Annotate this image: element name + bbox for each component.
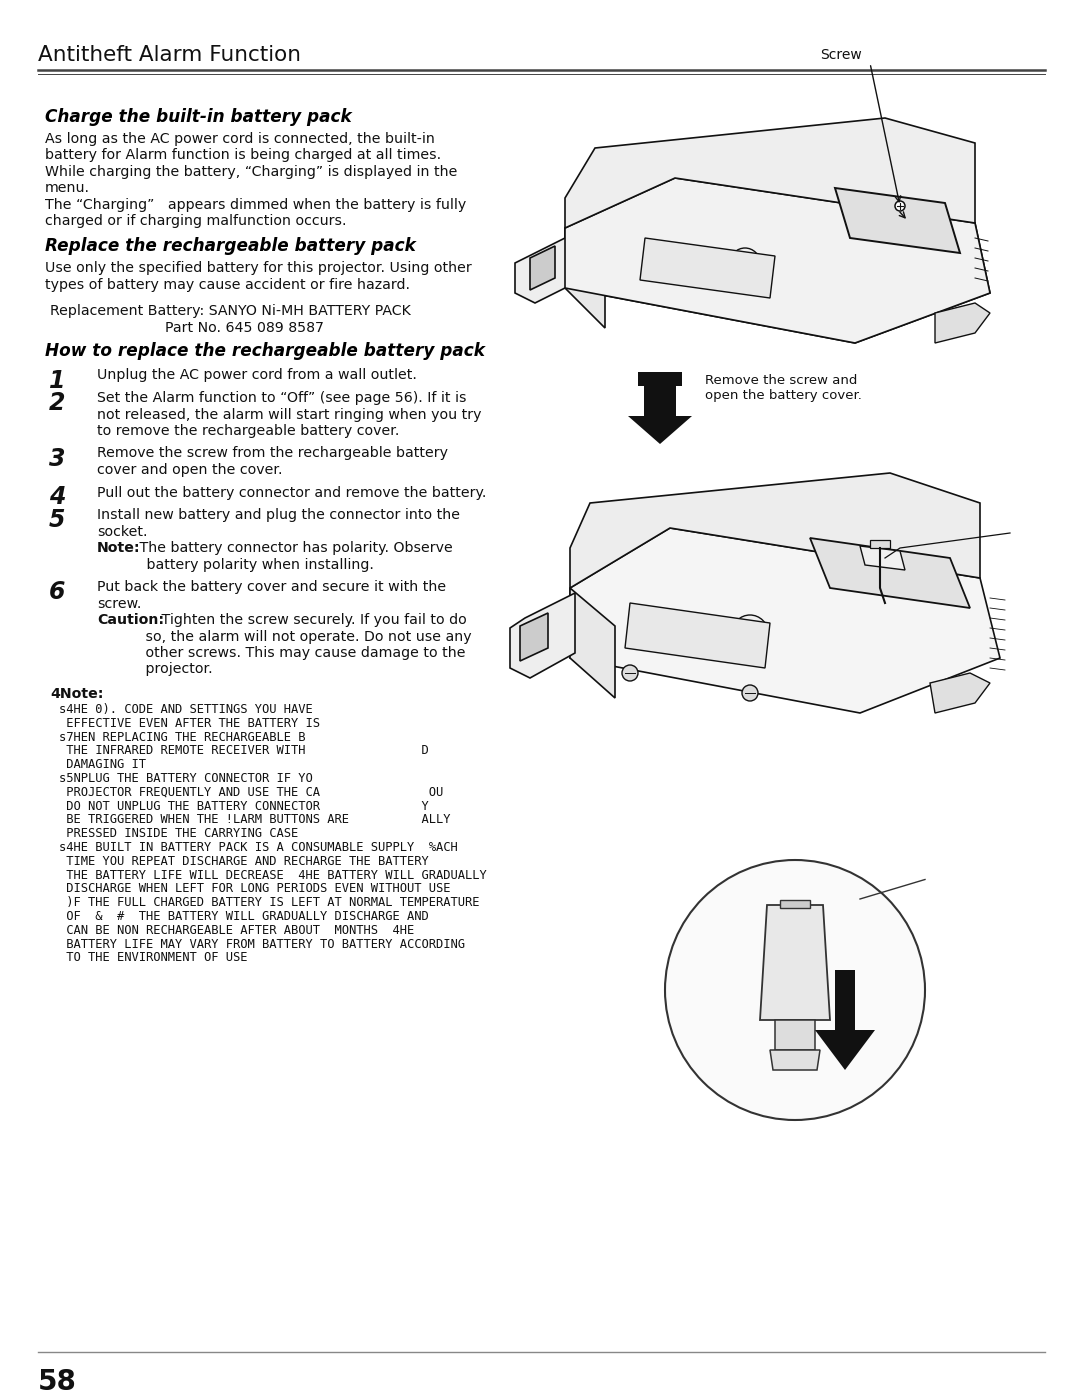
Text: 4Note:: 4Note: — [50, 687, 104, 701]
Text: THE INFRARED REMOTE RECEIVER WITH                D: THE INFRARED REMOTE RECEIVER WITH D — [59, 745, 429, 757]
Text: 6: 6 — [49, 580, 66, 604]
Text: s7HEN REPLACING THE RECHARGEABLE B: s7HEN REPLACING THE RECHARGEABLE B — [59, 731, 306, 743]
Text: Note:: Note: — [97, 541, 140, 555]
Text: 58: 58 — [38, 1368, 77, 1396]
Text: screw.: screw. — [97, 597, 141, 610]
Text: battery for Alarm function is being charged at all times.: battery for Alarm function is being char… — [45, 148, 441, 162]
Text: 4: 4 — [49, 486, 66, 510]
Text: Replace the rechargeable battery pack: Replace the rechargeable battery pack — [45, 237, 416, 256]
Polygon shape — [627, 386, 692, 444]
Text: DISCHARGE WHEN LEFT FOR LONG PERIODS EVEN WITHOUT USE: DISCHARGE WHEN LEFT FOR LONG PERIODS EVE… — [59, 883, 450, 895]
Text: BATTERY LIFE MAY VARY FROM BATTERY TO BATTERY ACCORDING: BATTERY LIFE MAY VARY FROM BATTERY TO BA… — [59, 937, 465, 950]
Text: 5: 5 — [49, 509, 66, 532]
Text: How to replace the rechargeable battery pack: How to replace the rechargeable battery … — [45, 342, 485, 360]
Polygon shape — [835, 189, 960, 253]
Text: Part No. 645 089 8587: Part No. 645 089 8587 — [165, 320, 324, 334]
Text: As long as the AC power cord is connected, the built-in: As long as the AC power cord is connecte… — [45, 131, 435, 147]
Polygon shape — [770, 1051, 820, 1070]
Text: DO NOT UNPLUG THE BATTERY CONNECTOR              Y: DO NOT UNPLUG THE BATTERY CONNECTOR Y — [59, 799, 429, 813]
Circle shape — [732, 615, 768, 651]
Polygon shape — [570, 474, 980, 588]
Text: DAMAGING IT: DAMAGING IT — [59, 759, 146, 771]
Polygon shape — [530, 246, 555, 291]
Polygon shape — [810, 538, 970, 608]
Text: menu.: menu. — [45, 182, 90, 196]
Text: Antitheft Alarm Function: Antitheft Alarm Function — [38, 45, 301, 66]
Bar — [638, 372, 681, 386]
Text: charged or if charging malfunction occurs.: charged or if charging malfunction occur… — [45, 215, 347, 229]
Text: Caution:: Caution: — [97, 613, 164, 627]
Polygon shape — [565, 177, 990, 344]
Polygon shape — [760, 905, 831, 1020]
Text: Set the Alarm function to “Off” (see page 56). If it is: Set the Alarm function to “Off” (see pag… — [97, 391, 467, 405]
Text: Remove the screw and: Remove the screw and — [705, 374, 858, 387]
Text: CAN BE NON RECHARGEABLE AFTER ABOUT  MONTHS  4HE: CAN BE NON RECHARGEABLE AFTER ABOUT MONT… — [59, 923, 415, 937]
Text: PROJECTOR FREQUENTLY AND USE THE CA               OU: PROJECTOR FREQUENTLY AND USE THE CA OU — [59, 785, 443, 799]
Text: so, the alarm will not operate. Do not use any: so, the alarm will not operate. Do not u… — [123, 630, 472, 644]
Text: open the battery cover.: open the battery cover. — [705, 388, 862, 402]
Polygon shape — [780, 900, 810, 908]
Text: Tighten the screw securely. If you fail to do: Tighten the screw securely. If you fail … — [157, 613, 467, 627]
Text: 1: 1 — [49, 369, 66, 393]
Text: to remove the rechargeable battery cover.: to remove the rechargeable battery cover… — [97, 425, 400, 439]
Text: battery polarity when installing.: battery polarity when installing. — [114, 557, 374, 571]
Polygon shape — [640, 237, 775, 298]
Text: Pull out the battery connector and remove the battery.: Pull out the battery connector and remov… — [97, 486, 486, 500]
Circle shape — [730, 249, 760, 278]
Text: PRESSED INSIDE THE CARRYING CASE: PRESSED INSIDE THE CARRYING CASE — [59, 827, 298, 840]
Polygon shape — [775, 1020, 815, 1051]
Polygon shape — [565, 117, 975, 228]
Polygon shape — [860, 546, 905, 570]
Text: other screws. This may cause damage to the: other screws. This may cause damage to t… — [123, 645, 465, 659]
Circle shape — [622, 665, 638, 680]
Polygon shape — [935, 303, 990, 344]
Text: Use only the specified battery for this projector. Using other: Use only the specified battery for this … — [45, 261, 472, 275]
Circle shape — [665, 861, 924, 1120]
Text: The “Charging”   appears dimmed when the battery is fully: The “Charging” appears dimmed when the b… — [45, 198, 467, 212]
Text: Replacement Battery: SANYO Ni-MH BATTERY PACK: Replacement Battery: SANYO Ni-MH BATTERY… — [50, 305, 410, 319]
Text: While charging the battery, “Charging” is displayed in the: While charging the battery, “Charging” i… — [45, 165, 457, 179]
Text: Remove the screw from the rechargeable battery: Remove the screw from the rechargeable b… — [97, 447, 448, 461]
Text: TO THE ENVIRONMENT OF USE: TO THE ENVIRONMENT OF USE — [59, 951, 247, 964]
Polygon shape — [515, 233, 575, 303]
Polygon shape — [565, 177, 990, 344]
Text: BE TRIGGERED WHEN THE !LARM BUTTONS ARE          ALLY: BE TRIGGERED WHEN THE !LARM BUTTONS ARE … — [59, 813, 450, 827]
Text: TIME YOU REPEAT DISCHARGE AND RECHARGE THE BATTERY: TIME YOU REPEAT DISCHARGE AND RECHARGE T… — [59, 855, 429, 868]
Text: EFFECTIVE EVEN AFTER THE BATTERY IS: EFFECTIVE EVEN AFTER THE BATTERY IS — [59, 717, 320, 729]
Text: Unplug the AC power cord from a wall outlet.: Unplug the AC power cord from a wall out… — [97, 369, 417, 383]
Text: types of battery may cause accident or fire hazard.: types of battery may cause accident or f… — [45, 278, 410, 292]
Text: Charge the built-in battery pack: Charge the built-in battery pack — [45, 108, 352, 126]
Text: Put back the battery cover and secure it with the: Put back the battery cover and secure it… — [97, 580, 446, 594]
Text: The battery connector has polarity. Observe: The battery connector has polarity. Obse… — [135, 541, 453, 555]
Text: )F THE FULL CHARGED BATTERY IS LEFT AT NORMAL TEMPERATURE: )F THE FULL CHARGED BATTERY IS LEFT AT N… — [59, 897, 480, 909]
Text: not released, the alarm will start ringing when you try: not released, the alarm will start ringi… — [97, 408, 482, 422]
Text: THE BATTERY LIFE WILL DECREASE  4HE BATTERY WILL GRADUALLY: THE BATTERY LIFE WILL DECREASE 4HE BATTE… — [59, 869, 487, 882]
Text: s4HE BUILT IN BATTERY PACK IS A CONSUMABLE SUPPLY  %ACH: s4HE BUILT IN BATTERY PACK IS A CONSUMAB… — [59, 841, 458, 854]
Polygon shape — [625, 604, 770, 668]
Polygon shape — [930, 673, 990, 712]
Polygon shape — [565, 228, 605, 328]
Polygon shape — [519, 613, 548, 661]
Polygon shape — [510, 592, 575, 678]
Text: projector.: projector. — [123, 662, 213, 676]
Circle shape — [895, 201, 905, 211]
Text: s4HE 0). CODE AND SETTINGS YOU HAVE: s4HE 0). CODE AND SETTINGS YOU HAVE — [59, 703, 313, 717]
Text: socket.: socket. — [97, 524, 148, 538]
Polygon shape — [570, 528, 1000, 712]
Circle shape — [742, 685, 758, 701]
Text: Screw: Screw — [820, 47, 862, 61]
Text: 2: 2 — [49, 391, 66, 415]
Text: s5NPLUG THE BATTERY CONNECTOR IF YO: s5NPLUG THE BATTERY CONNECTOR IF YO — [59, 773, 313, 785]
Text: OF  &  #  THE BATTERY WILL GRADUALLY DISCHARGE AND: OF & # THE BATTERY WILL GRADUALLY DISCHA… — [59, 909, 429, 923]
Polygon shape — [570, 588, 615, 698]
Text: Install new battery and plug the connector into the: Install new battery and plug the connect… — [97, 509, 460, 522]
Text: cover and open the cover.: cover and open the cover. — [97, 462, 283, 476]
Polygon shape — [815, 970, 875, 1070]
Bar — [870, 541, 890, 548]
Text: 3: 3 — [49, 447, 66, 471]
